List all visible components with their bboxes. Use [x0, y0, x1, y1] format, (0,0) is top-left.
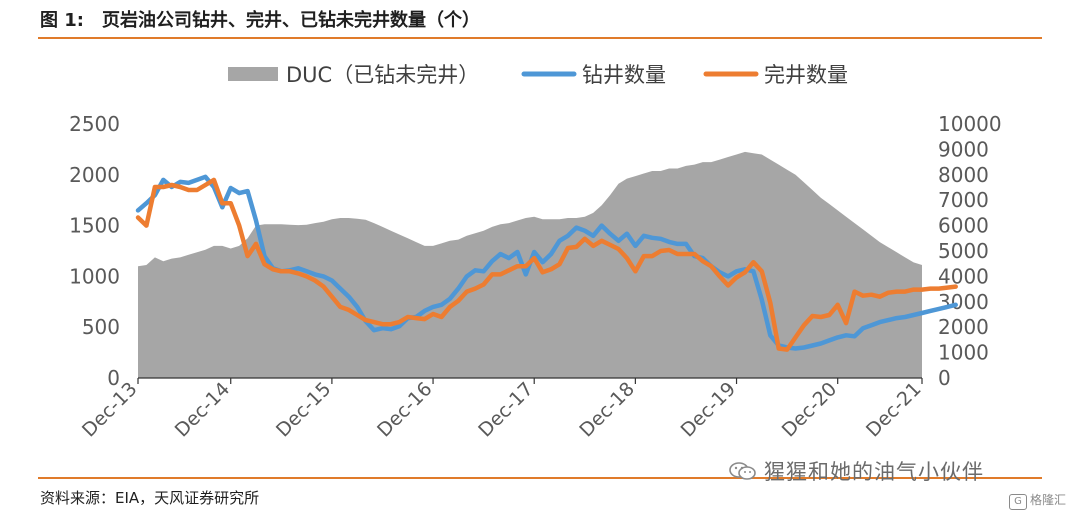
x-tick-label: Dec-21: [862, 378, 926, 442]
completed-wells-line: [135, 177, 958, 352]
left-tick-label: 1000: [69, 264, 120, 288]
legend-label: 钻井数量: [582, 63, 666, 87]
right-tick-label: 9000: [938, 137, 989, 161]
badge-logo-icon: G: [1008, 494, 1027, 510]
legend-label: 完井数量: [764, 63, 848, 87]
figure-title: 图 1: 页岩油公司钻井、完井、已钻未完井数量（个）: [40, 6, 480, 32]
right-tick-label: 2000: [938, 315, 989, 339]
left-tick-label: 2500: [69, 112, 120, 136]
bottom-divider: [38, 477, 1042, 479]
wechat-icon: [729, 462, 756, 480]
x-tick-label: Dec-19: [677, 378, 741, 442]
right-tick-label: 7000: [938, 188, 989, 212]
badge-text: 格隆汇: [1029, 493, 1066, 507]
left-tick-label: 500: [82, 315, 120, 339]
right-tick-label: 10000: [938, 112, 1002, 136]
x-tick-label: Dec-20: [778, 378, 842, 442]
x-tick-label: Dec-17: [474, 378, 538, 442]
x-tick-label: Dec-18: [575, 378, 639, 442]
watermark: 猩猩和她的油气小伙伴: [728, 456, 984, 486]
x-tick-label: Dec-14: [171, 378, 235, 442]
chart: DUC（已钻未完井） 钻井数量 完井数量 0 500 1000 1500 2000 2500 0…: [69, 63, 1002, 442]
figure-number: 图 1:: [40, 10, 84, 31]
right-tick-label: 4000: [938, 264, 989, 288]
source-note: 资料来源：EIA，天风证券研究所: [40, 489, 260, 507]
left-tick-label: 2000: [69, 163, 120, 187]
right-tick-label: 3000: [938, 290, 989, 314]
right-tick-label: 6000: [938, 214, 989, 238]
right-tick-label: 1000: [938, 341, 989, 365]
right-tick-label: 0: [938, 366, 951, 390]
top-divider: [38, 37, 1042, 39]
legend-label: DUC（已钻未完井）: [286, 63, 479, 87]
x-tick-label: Dec-16: [373, 378, 437, 442]
right-tick-label: 5000: [938, 239, 989, 263]
watermark-text: 猩猩和她的油气小伙伴: [764, 460, 984, 484]
lines-layer: [135, 174, 958, 352]
x-tick-label: Dec-15: [272, 378, 336, 442]
left-tick-label: 1500: [69, 214, 120, 238]
left-tick-label: 0: [107, 366, 120, 390]
figure-title-text: 页岩油公司钻井、完井、已钻未完井数量（个）: [102, 10, 480, 31]
right-tick-label: 8000: [938, 163, 989, 187]
legend: DUC（已钻未完井） 钻井数量 完井数量: [228, 63, 848, 87]
source-badge: G 格隆汇: [1008, 491, 1066, 510]
legend-swatch-duc: [228, 67, 278, 81]
